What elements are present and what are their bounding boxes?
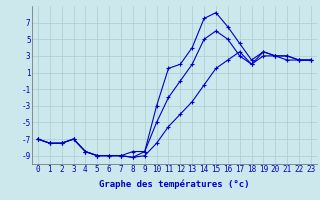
- X-axis label: Graphe des températures (°c): Graphe des températures (°c): [99, 180, 250, 189]
